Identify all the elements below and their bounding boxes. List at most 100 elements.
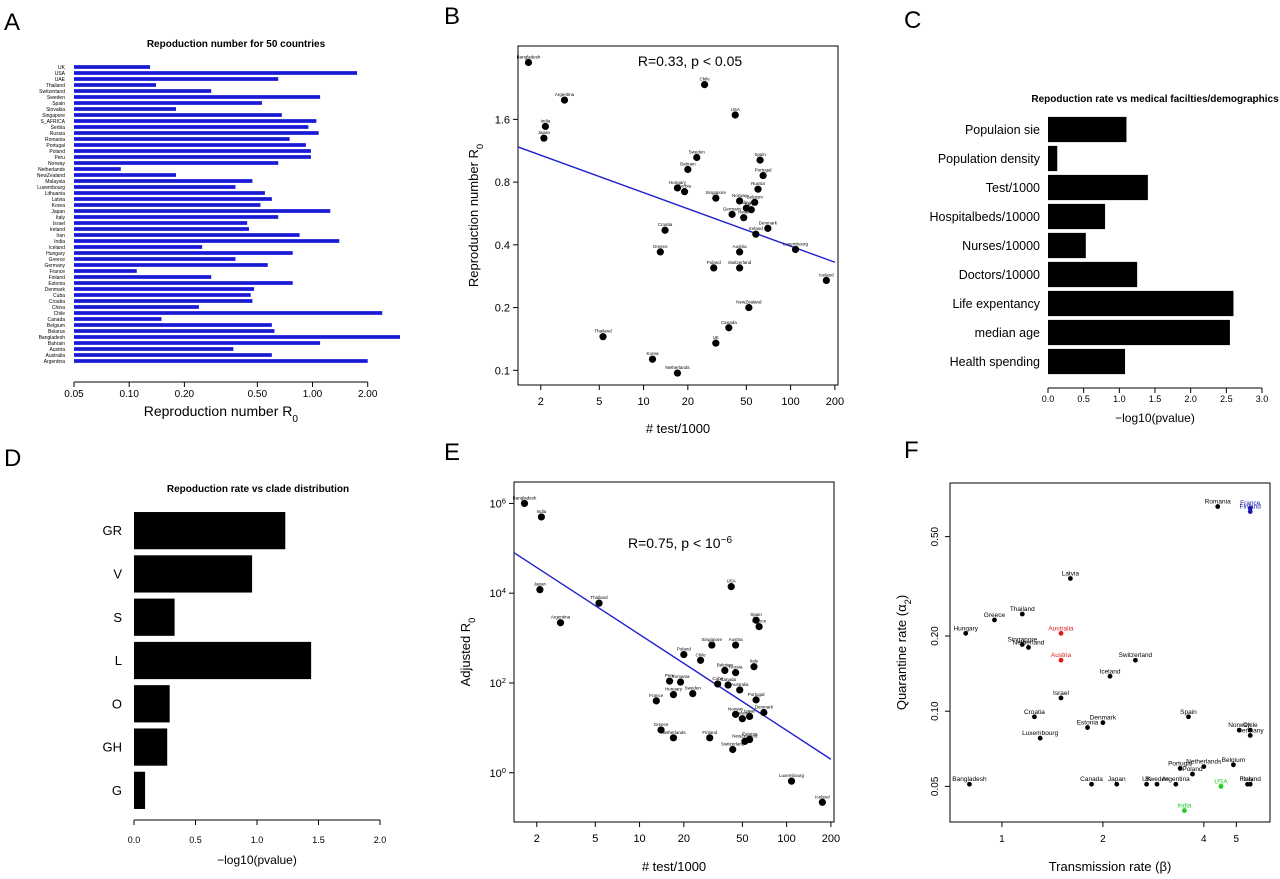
point-label: USA: [731, 107, 740, 112]
point-label: Sweden: [685, 686, 702, 691]
bar-argentina: [74, 359, 368, 363]
point-canada: [724, 681, 732, 689]
bar-gh: [134, 728, 168, 766]
y-tick-label: 0.1: [495, 365, 510, 377]
x-tick-label: 0.5: [1077, 394, 1090, 404]
point-label: Portugal: [748, 692, 765, 697]
point-netherland: [1026, 645, 1031, 650]
category-label: Belgium: [47, 323, 65, 329]
category-label: Doctors/10000: [959, 268, 1040, 282]
bar-uk: [74, 65, 151, 69]
category-label: Serbia: [51, 125, 66, 131]
bar-cuba: [74, 293, 251, 297]
point-switzerland: [1132, 657, 1138, 663]
point-label: Spain: [754, 152, 766, 157]
x-tick-label: 100: [781, 396, 799, 408]
plot-frame: [517, 45, 839, 386]
category-label: Romania: [45, 137, 65, 143]
y-axis-label-subscript: 0: [467, 618, 477, 623]
point-latvia: [747, 206, 755, 214]
category-label: Finland: [49, 275, 66, 281]
point-label: Argentina: [555, 92, 575, 97]
point-israel: [745, 712, 754, 721]
point-japan: [536, 586, 544, 594]
chart-title: Repoduction rate vs clade distribution: [167, 484, 349, 495]
point-israel: [740, 214, 748, 222]
bar-ireland: [74, 227, 249, 231]
point-label: Australia: [1048, 625, 1074, 632]
bar-denmark: [74, 287, 255, 291]
fit-line: [513, 552, 832, 760]
category-label: Bangladesh: [39, 335, 66, 341]
point-label: Romania: [1205, 499, 1231, 506]
category-label: USA: [55, 71, 66, 77]
bar-g: [134, 771, 146, 809]
category-label: India: [54, 239, 65, 245]
category-label: S: [113, 610, 122, 625]
x-tick-label: 2.0: [374, 835, 387, 845]
bar-s: [134, 598, 175, 636]
point-label: Ireland: [749, 226, 763, 231]
point-iceland: [822, 276, 830, 285]
point-label: Spain: [1180, 709, 1197, 716]
x-tick-label: 5: [596, 396, 602, 408]
y-axis-label: Quarantine rate (α2): [894, 595, 913, 710]
point-norway: [736, 197, 744, 205]
category-label: Israel: [53, 221, 65, 227]
bar-korea: [74, 203, 261, 207]
point-label: UK: [1142, 776, 1152, 783]
bar-hospitalbeds-10000: [1048, 203, 1106, 230]
category-label: GH: [103, 740, 123, 755]
point-label: Estonia: [1077, 720, 1099, 727]
x-tick-label: 1.00: [303, 389, 323, 400]
bar-russia: [74, 131, 319, 135]
bar-finland: [74, 275, 212, 279]
point-label: Switzerland: [728, 260, 752, 265]
point-thailand: [1019, 611, 1025, 617]
point-argentina: [560, 96, 569, 104]
panel-f-scatter: Romania FranceFinlandLatviaThailandGreece…: [894, 482, 1271, 874]
bar-latvia: [74, 197, 272, 201]
category-label: Estonia: [48, 281, 65, 287]
point-portugal: [752, 696, 760, 704]
y-tick-exponent: 4: [502, 586, 507, 595]
y-tick-label: 0.2: [495, 303, 510, 315]
point-canada: [1089, 781, 1094, 787]
x-tick-label: 0.0: [128, 835, 141, 845]
point-label: Argentina: [1162, 776, 1190, 783]
category-label: Germany: [44, 263, 65, 269]
category-label: Malaysia: [45, 179, 65, 185]
bar-health-spending: [1048, 348, 1126, 375]
point-label: Iceland: [815, 794, 830, 799]
point-japan: [540, 134, 548, 142]
point-label: Italy: [1242, 776, 1255, 783]
point-belgium: [721, 666, 729, 675]
point-label: Cuba: [712, 676, 723, 681]
category-label: Test/1000: [986, 181, 1040, 195]
category-label: Canada: [47, 317, 65, 323]
bar-nurses-10000: [1048, 232, 1086, 259]
point-label: Luxembourg: [1022, 730, 1059, 737]
point-serbia: [680, 188, 689, 196]
bar-usa: [74, 71, 358, 75]
point-portugal: [1177, 766, 1183, 771]
category-label: UK: [58, 65, 66, 71]
x-tick-label: 2.00: [358, 389, 378, 400]
point-uk: [1144, 781, 1150, 787]
point-label: Australia: [731, 682, 749, 687]
correlation-annotation: R=0.75, p < 10−6: [628, 535, 732, 552]
point-korea: [648, 355, 657, 363]
point-label: Israel: [738, 210, 749, 215]
x-tick-label: 0.0: [1042, 394, 1055, 404]
point-netherlands: [669, 734, 678, 742]
point-italy: [1245, 781, 1250, 787]
panel-letter-c: C: [904, 7, 921, 34]
category-label: Hungary: [46, 251, 65, 257]
point-label: Canada: [1080, 776, 1103, 783]
x-tick-label: 0.50: [248, 389, 268, 400]
point-label: Canada: [720, 677, 736, 682]
category-label: Population density: [938, 152, 1041, 166]
bar-newzealand: [74, 173, 176, 177]
point-label: Thailand: [590, 595, 608, 600]
